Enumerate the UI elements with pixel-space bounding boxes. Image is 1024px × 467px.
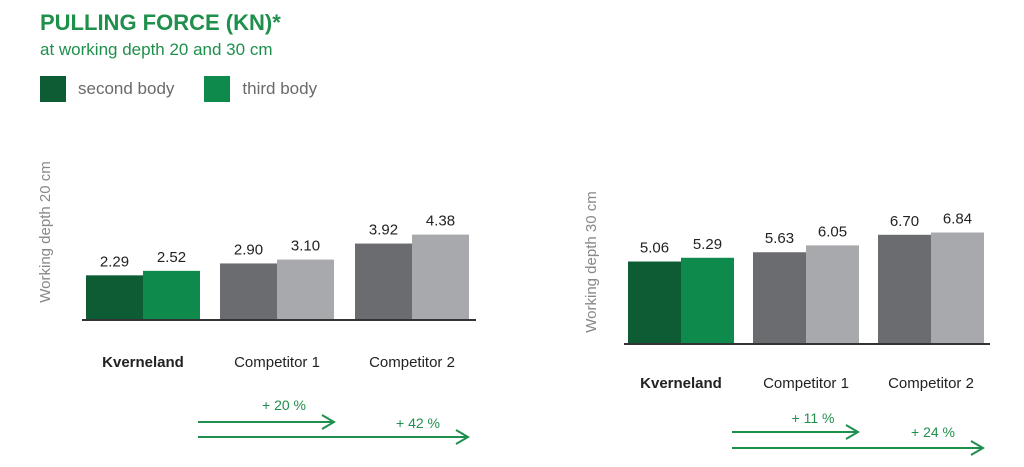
- chart1-arrow-label-0: + 20 %: [262, 397, 306, 413]
- chart1-bar-kverneland-second-body: [86, 275, 143, 320]
- chart1-bar-kverneland-third-body: [143, 270, 200, 320]
- chart2-category-label-1: Competitor 1: [763, 375, 849, 392]
- chart2-value-label-0-0: 5.06: [640, 240, 669, 257]
- chart1-arrow-head-icon-1: [455, 429, 470, 445]
- chart2-arrow-label-1: + 24 %: [911, 424, 955, 440]
- chart2-value-label-0-1: 5.29: [693, 236, 722, 253]
- chart1-value-label-2-1: 4.38: [426, 213, 455, 230]
- chart1-category-label-0: Kverneland: [102, 354, 184, 371]
- chart2-arrow-head-icon-0: [845, 424, 860, 440]
- legend-swatch-second-body: [40, 76, 66, 102]
- legend-item-second-body: second body: [40, 76, 174, 102]
- legend: second body third body: [40, 76, 347, 102]
- chart1-value-label-0-1: 2.52: [157, 249, 186, 266]
- chart1-value-label-1-0: 2.90: [234, 241, 263, 258]
- chart2-bar-competitor-2-second-body: [878, 234, 931, 344]
- legend-swatch-third-body: [204, 76, 231, 102]
- chart2-value-label-1-1: 6.05: [818, 223, 847, 240]
- chart1-bar-competitor-1-third-body: [277, 259, 334, 320]
- chart1-arrow-label-1: + 42 %: [396, 415, 440, 431]
- chart2-bar-competitor-2-third-body: [931, 232, 984, 344]
- chart2-category-label-0: Kverneland: [640, 375, 722, 392]
- chart1-bar-competitor-2-third-body: [412, 234, 469, 320]
- chart2-bar-competitor-1-third-body: [806, 245, 859, 344]
- chart2-category-label-2: Competitor 2: [888, 375, 974, 392]
- chart2-bar-competitor-1-second-body: [753, 252, 806, 344]
- chart1-y-axis-label: Working depth 20 cm: [37, 161, 54, 302]
- chart1-category-label-2: Competitor 2: [369, 354, 455, 371]
- chart2-arrow-label-0: + 11 %: [792, 410, 835, 426]
- chart-title: PULLING FORCE (KN)*: [40, 10, 281, 35]
- legend-item-third-body: third body: [204, 76, 317, 102]
- chart1-category-label-1: Competitor 1: [234, 354, 320, 371]
- chart2-arrow-head-icon-1: [970, 440, 985, 456]
- legend-label-third-body: third body: [242, 79, 318, 98]
- chart1-bar-competitor-1-second-body: [220, 263, 277, 320]
- chart1-arrow-head-icon-0: [321, 414, 336, 430]
- legend-label-second-body: second body: [78, 79, 175, 98]
- chart2-value-label-2-1: 6.84: [943, 211, 972, 228]
- chart2-y-axis-label: Working depth 30 cm: [583, 191, 600, 332]
- chart1-bar-competitor-2-second-body: [355, 243, 412, 320]
- chart1-value-label-0-0: 2.29: [100, 253, 129, 270]
- chart2-value-label-2-0: 6.70: [890, 213, 919, 230]
- chart2-value-label-1-0: 5.63: [765, 230, 794, 247]
- chart2-bar-kverneland-second-body: [628, 261, 681, 344]
- chart1-value-label-1-1: 3.10: [291, 238, 320, 255]
- chart1-value-label-2-0: 3.92: [369, 222, 398, 239]
- chart-subtitle: at working depth 20 and 30 cm: [40, 40, 273, 59]
- chart2-bar-kverneland-third-body: [681, 257, 734, 344]
